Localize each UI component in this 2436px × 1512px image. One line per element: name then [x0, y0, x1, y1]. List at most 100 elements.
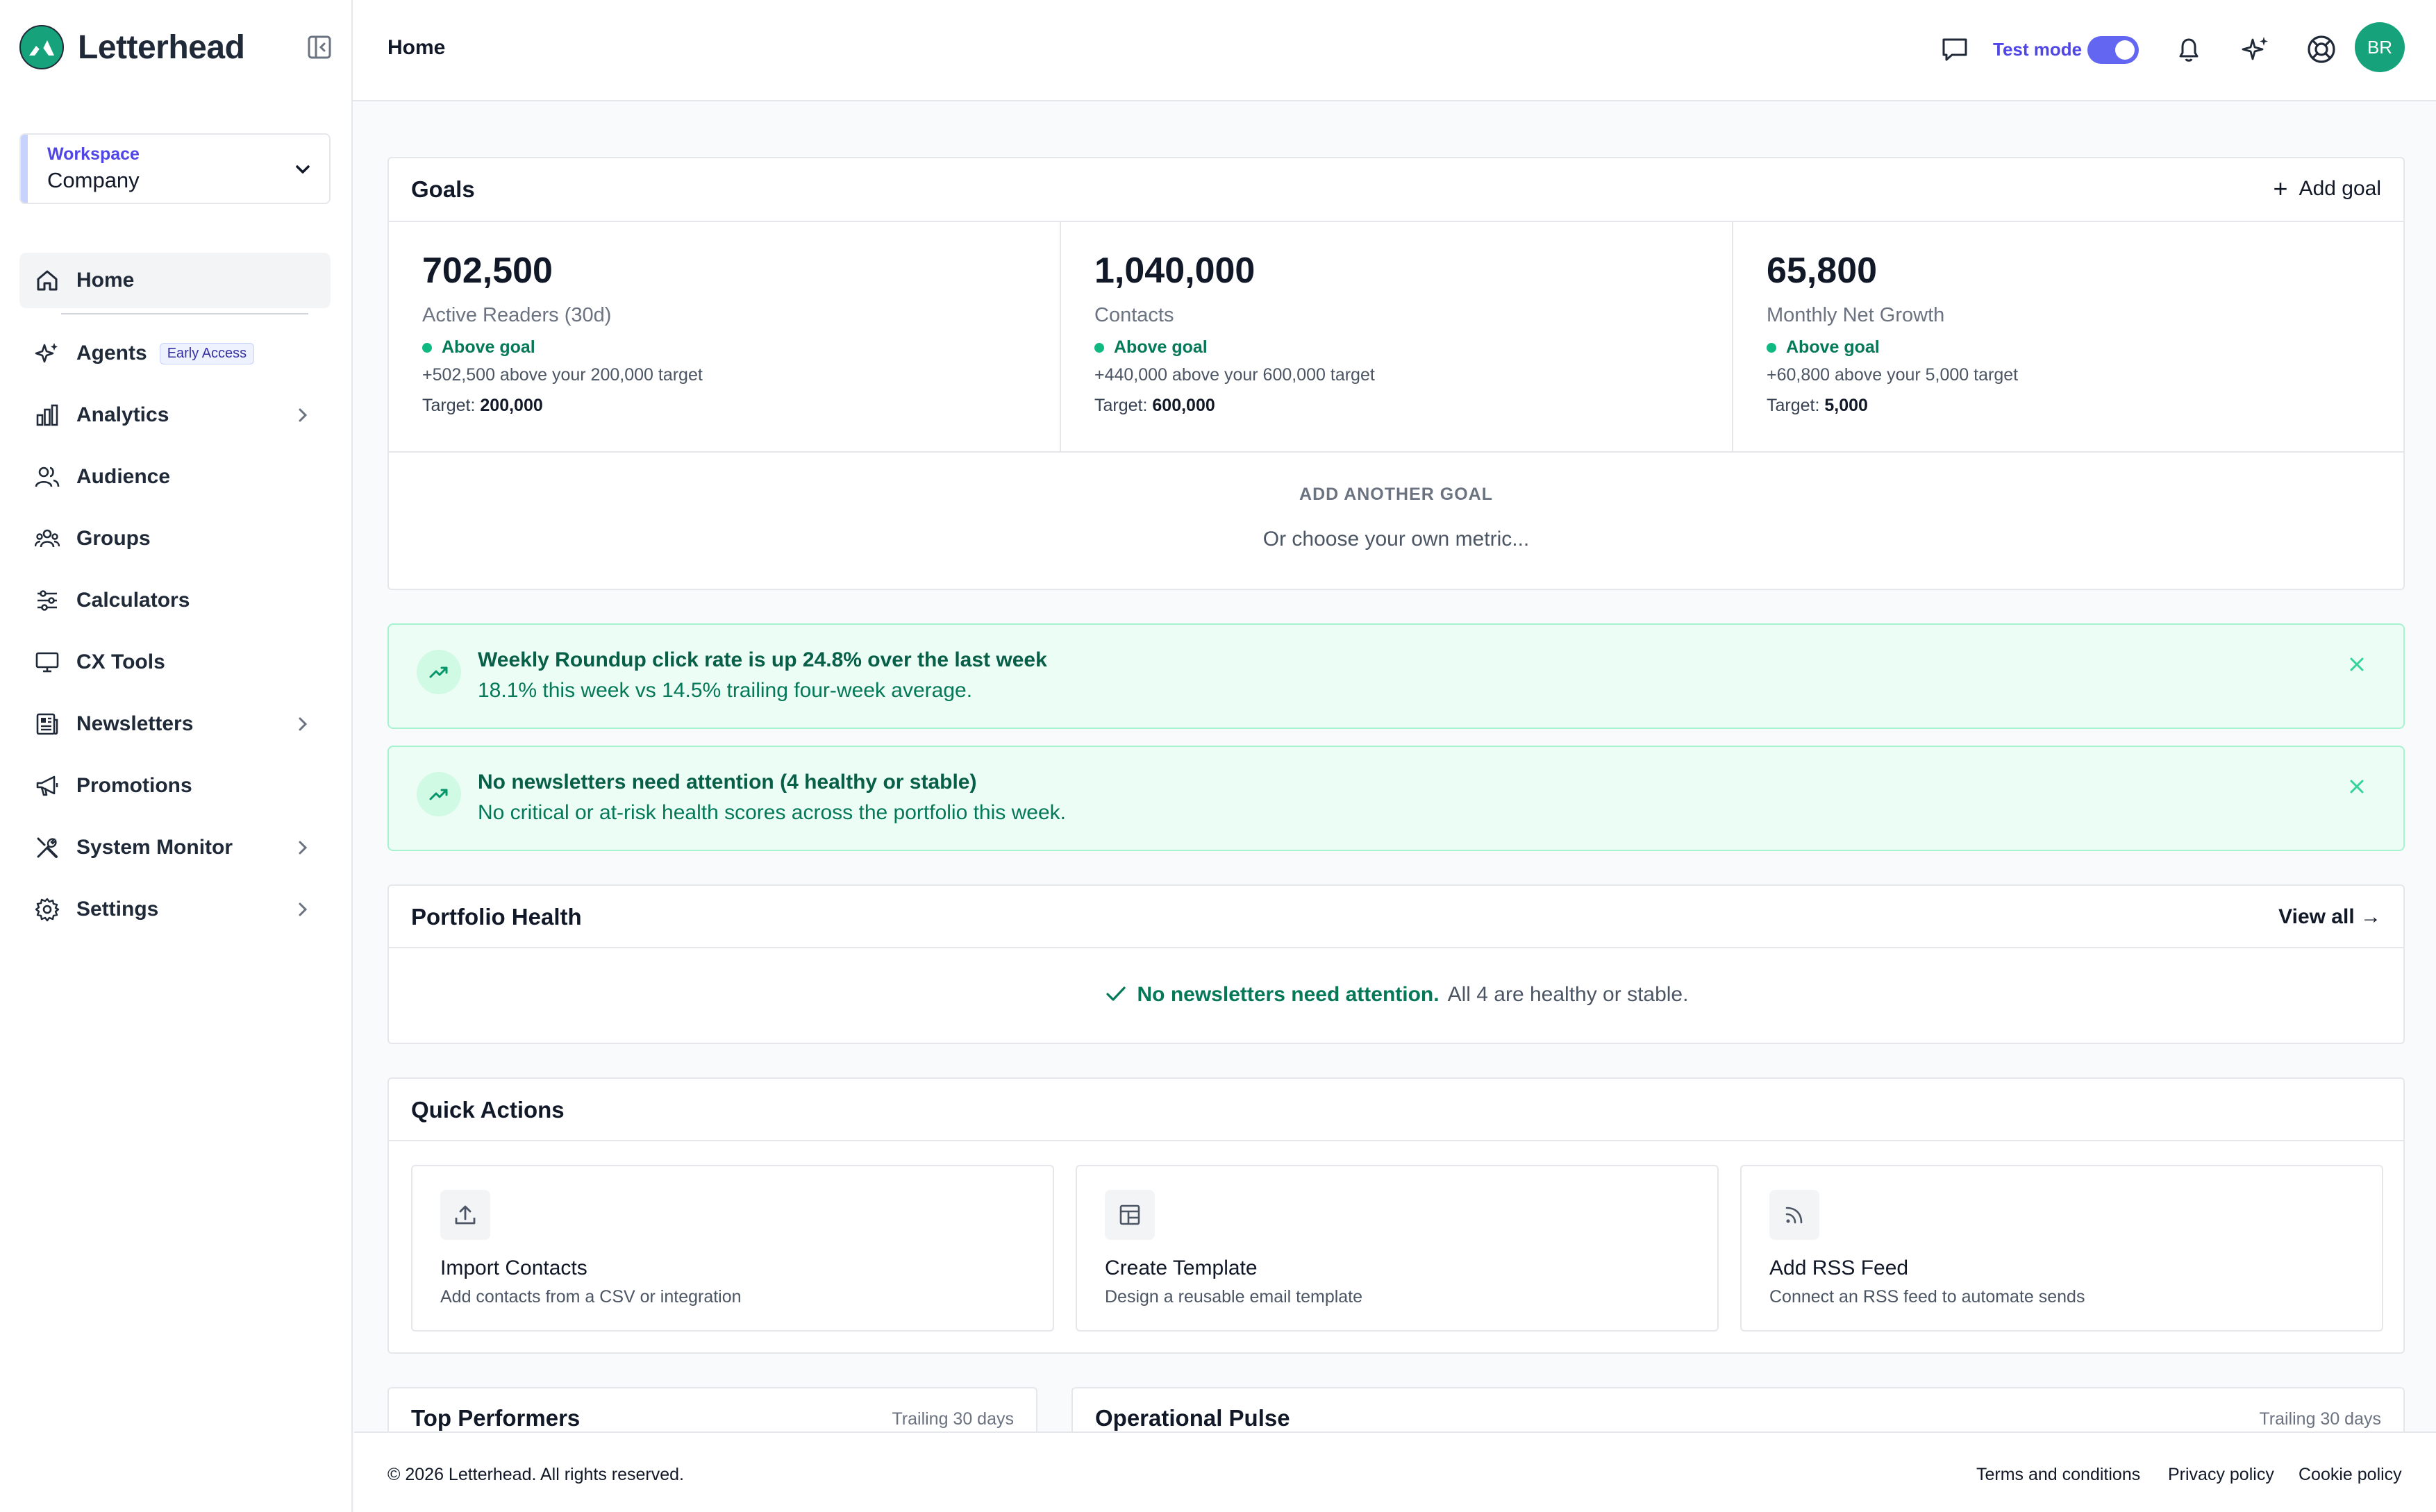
chevron-right-icon [299, 902, 308, 916]
target-label: Target: [422, 396, 476, 415]
status-dot-icon [1094, 342, 1104, 353]
import-contacts-button[interactable]: Import Contacts Add contacts from a CSV … [411, 1165, 1054, 1332]
view-all-link[interactable]: View all → [2278, 905, 2381, 928]
goal-value: 65,800 [1767, 251, 1878, 291]
sidebar-item-label: Calculators [76, 589, 190, 612]
home-icon [33, 267, 61, 294]
quick-actions-title: Quick Actions [411, 1097, 565, 1123]
divider [389, 1140, 2403, 1141]
goal-diff: +502,500 above your 200,000 target [422, 365, 703, 385]
top-bar: Home Test mode BR [353, 0, 2436, 101]
target-label: Target: [1767, 396, 1820, 415]
sidebar-item-audience[interactable]: Audience [19, 449, 331, 505]
top-performers-card: Top Performers Trailing 30 days [387, 1387, 1037, 1431]
target-label: Target: [1094, 396, 1148, 415]
insight-alert: Weekly Roundup click rate is up 24.8% ov… [387, 623, 2405, 729]
brand-name: Letterhead [78, 28, 245, 66]
nav-divider [61, 313, 308, 314]
sidebar-item-groups[interactable]: Groups [19, 511, 331, 566]
sidebar-item-label: Home [76, 269, 135, 292]
rss-icon [1769, 1190, 1819, 1240]
goal-label: Contacts [1094, 304, 1174, 326]
goal-status: Above goal [422, 337, 535, 358]
plus-icon: + [2273, 174, 2288, 203]
add-another-goal-button[interactable]: ADD ANOTHER GOAL [1299, 485, 1493, 504]
portfolio-health-card: Portfolio Health View all → No newslette… [387, 884, 2405, 1044]
sidebar-item-settings[interactable]: Settings [19, 882, 331, 937]
goal-label: Monthly Net Growth [1767, 304, 1945, 326]
sidebar-item-agents[interactable]: Agents Early Access [19, 326, 331, 381]
sidebar-item-label: Audience [76, 465, 171, 488]
goal-target: Target: 200,000 [422, 396, 543, 416]
goal-value: 702,500 [422, 251, 553, 291]
sidebar-item-cx-tools[interactable]: CX Tools [19, 635, 331, 690]
goal-item[interactable]: 1,040,000 Contacts Above goal +440,000 a… [1061, 222, 1733, 451]
sidebar-item-label: Settings [76, 898, 159, 921]
quick-action-subtitle: Connect an RSS feed to automate sends [1769, 1287, 2085, 1307]
portfolio-status: No newsletters need attention. All 4 are … [389, 983, 2403, 1007]
divider [389, 947, 2403, 948]
sidebar-item-newsletters[interactable]: Newsletters [19, 696, 331, 752]
sparkle-icon[interactable] [2238, 32, 2273, 67]
quick-action-title: Add RSS Feed [1769, 1257, 1909, 1279]
sidebar-item-label: Newsletters [76, 712, 194, 735]
early-access-badge: Early Access [159, 342, 255, 364]
goal-diff: +440,000 above your 600,000 target [1094, 365, 1375, 385]
goal-item[interactable]: 65,800 Monthly Net Growth Above goal +60… [1733, 222, 2405, 451]
sparkle-icon [33, 339, 61, 367]
check-icon [1106, 986, 1126, 1001]
alert-subtitle: No critical or at-risk health scores acr… [478, 801, 1066, 824]
page-title: Home [387, 36, 446, 59]
goal-label: Active Readers (30d) [422, 304, 612, 326]
bell-icon[interactable] [2171, 32, 2206, 67]
test-mode-toggle[interactable] [2087, 36, 2139, 64]
create-template-button[interactable]: Create Template Design a reusable email … [1076, 1165, 1719, 1332]
choose-metric-link[interactable]: Or choose your own metric... [1262, 528, 1530, 551]
close-icon[interactable] [2345, 775, 2369, 798]
privacy-link[interactable]: Privacy policy [2168, 1465, 2274, 1484]
test-mode-label: Test mode [1993, 39, 2083, 60]
upload-icon [440, 1190, 490, 1240]
workspace-selector[interactable]: Workspace Company [19, 133, 331, 204]
copyright: © 2026 Letterhead. All rights reserved. [387, 1465, 685, 1484]
sidebar-item-calculators[interactable]: Calculators [19, 573, 331, 628]
chevron-right-icon [299, 841, 308, 855]
brand: Letterhead [19, 25, 333, 69]
sidebar-item-label: Analytics [76, 403, 169, 426]
goal-value: 1,040,000 [1094, 251, 1255, 291]
close-icon[interactable] [2345, 653, 2369, 676]
newspaper-icon [33, 710, 61, 738]
help-lifebuoy-icon[interactable] [2304, 32, 2339, 67]
target-value: 600,000 [1152, 396, 1215, 415]
avatar[interactable]: BR [2355, 22, 2405, 72]
chat-icon[interactable] [1937, 32, 1972, 67]
goal-item[interactable]: 702,500 Active Readers (30d) Above goal … [389, 222, 1061, 451]
add-goal-button[interactable]: + Add goal [2274, 176, 2381, 201]
chevron-right-icon [299, 717, 308, 731]
divider [389, 221, 2403, 222]
goal-status-label: Above goal [442, 337, 535, 357]
sidebar-item-analytics[interactable]: Analytics [19, 387, 331, 443]
users-icon [33, 463, 61, 491]
status-dot-icon [422, 342, 432, 353]
bar-chart-icon [33, 401, 61, 429]
cookie-link[interactable]: Cookie policy [2299, 1465, 2402, 1484]
sidebar-item-system-monitor[interactable]: System Monitor [19, 820, 331, 875]
footer: © 2026 Letterhead. All rights reserved. … [354, 1431, 2436, 1512]
alert-title: No newsletters need attention (4 healthy… [478, 771, 977, 793]
sidebar-item-promotions[interactable]: Promotions [19, 758, 331, 814]
terms-link[interactable]: Terms and conditions [1976, 1465, 2141, 1484]
sidebar-item-label: System Monitor [76, 836, 233, 859]
workspace-label: Workspace [47, 144, 140, 164]
collapse-sidebar-icon[interactable] [306, 33, 333, 61]
sidebar-item-home[interactable]: Home [19, 253, 331, 308]
goal-diff: +60,800 above your 5,000 target [1767, 365, 2019, 385]
quick-action-subtitle: Add contacts from a CSV or integration [440, 1287, 742, 1307]
megaphone-icon [33, 772, 61, 800]
sidebar-nav: Home Agents Early Access Analytics Audie… [19, 253, 331, 943]
top-performers-period: Trailing 30 days [892, 1409, 1014, 1429]
status-dot-icon [1767, 342, 1776, 353]
quick-action-subtitle: Design a reusable email template [1105, 1287, 1363, 1307]
add-rss-feed-button[interactable]: Add RSS Feed Connect an RSS feed to auto… [1740, 1165, 2383, 1332]
divider [389, 451, 2403, 453]
